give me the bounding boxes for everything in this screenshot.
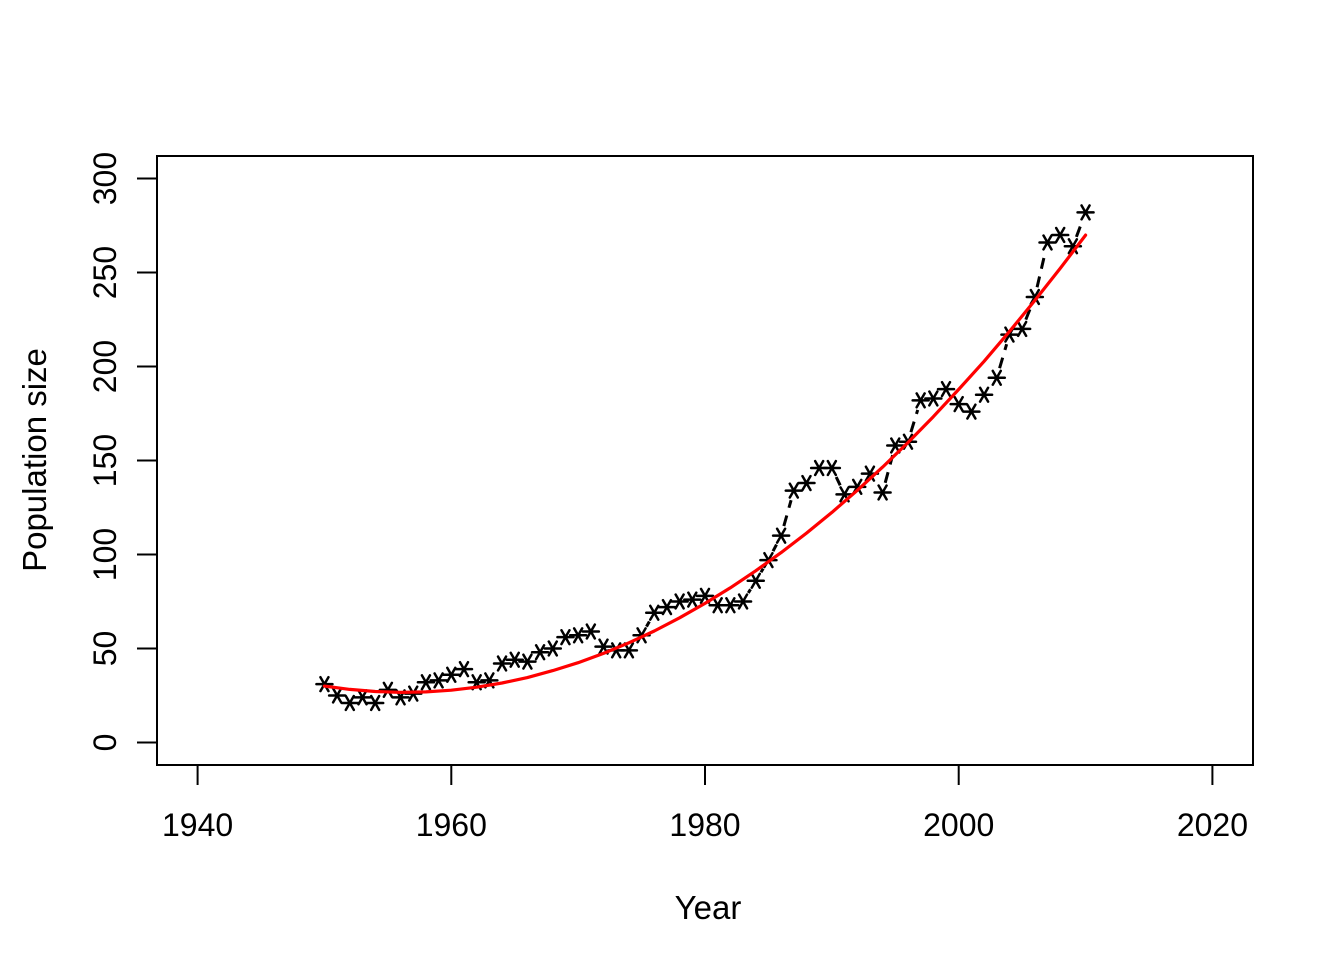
data-point-asterisk	[492, 655, 512, 672]
connector-segment	[645, 620, 651, 628]
data-point-asterisk	[733, 593, 753, 610]
x-tick-label: 2020	[1177, 807, 1248, 843]
data-point-asterisk	[530, 644, 550, 661]
y-tick-label: 300	[87, 152, 123, 205]
data-point-asterisk	[315, 675, 334, 693]
connector-segment	[909, 409, 920, 433]
data-point-asterisk	[936, 380, 956, 398]
data-point-asterisk	[581, 623, 601, 640]
data-point-asterisk	[543, 640, 563, 657]
data-point-asterisk	[683, 591, 702, 608]
data-point-asterisk	[365, 694, 385, 712]
data-point-asterisk	[987, 369, 1007, 386]
data-point-asterisk	[949, 395, 968, 413]
x-tick-label: 1980	[669, 807, 740, 843]
data-point-asterisk	[1038, 234, 1057, 251]
data-point-asterisk	[1012, 320, 1032, 338]
data-point-asterisk	[645, 604, 664, 621]
data-point-asterisk	[1076, 204, 1095, 221]
x-axis: 1940 1960 1980 2000 2020	[162, 765, 1248, 843]
data-point-asterisk	[619, 642, 639, 659]
x-tick-label: 1960	[416, 807, 487, 843]
data-point-asterisk	[784, 482, 804, 499]
connector-segment	[771, 543, 778, 552]
data-point-asterisk	[974, 386, 994, 403]
y-tick-label: 0	[87, 734, 123, 752]
data-point-asterisk	[429, 672, 448, 689]
y-tick-label: 150	[87, 434, 123, 487]
connector-segment	[834, 476, 842, 486]
data-point-asterisk	[340, 694, 360, 712]
data-point-asterisk	[962, 403, 981, 420]
y-tick-label: 250	[87, 246, 123, 299]
data-point-asterisk	[924, 390, 943, 407]
y-axis: 0 50 100 150 200 250 300	[87, 152, 157, 751]
connector-segment	[1074, 221, 1084, 238]
data-point-asterisk	[1050, 226, 1070, 244]
data-point-asterisk	[822, 459, 842, 477]
y-tick-label: 50	[87, 631, 123, 667]
x-axis-label: Year	[675, 889, 742, 926]
data-point-asterisk	[454, 660, 474, 678]
data-point-asterisk	[911, 392, 930, 409]
y-axis-label: Population size	[16, 348, 53, 572]
y-tick-label: 100	[87, 528, 123, 581]
data-point-asterisk	[657, 598, 677, 616]
data-point-asterisk	[518, 653, 537, 670]
data-point-asterisk	[327, 687, 347, 704]
data-point-asterisk	[670, 593, 689, 610]
x-tick-label: 2000	[923, 807, 994, 843]
data-point-asterisk	[873, 484, 892, 501]
x-tick-label: 1940	[162, 807, 233, 843]
series-connector-line	[645, 221, 1084, 628]
data-point-asterisk	[746, 572, 765, 589]
connector-segment	[759, 567, 765, 574]
data-point-asterisk	[416, 674, 436, 691]
data-point-asterisk	[378, 681, 398, 698]
connector-segment	[747, 588, 752, 594]
data-point-asterisk	[797, 474, 816, 492]
data-point-asterisk	[353, 689, 372, 706]
y-tick-label: 200	[87, 340, 123, 393]
data-point-asterisk	[505, 651, 524, 668]
data-point-asterisk	[442, 666, 461, 683]
connector-segment	[1024, 305, 1033, 321]
data-point-asterisk	[568, 627, 588, 644]
data-point-asterisk	[721, 597, 740, 614]
data-point-asterisk	[556, 629, 575, 646]
connector-segment	[782, 499, 793, 527]
connector-segment	[1035, 251, 1047, 288]
fit-curve	[322, 233, 1088, 695]
connector-segment	[998, 343, 1009, 369]
data-point-asterisk	[771, 527, 791, 544]
